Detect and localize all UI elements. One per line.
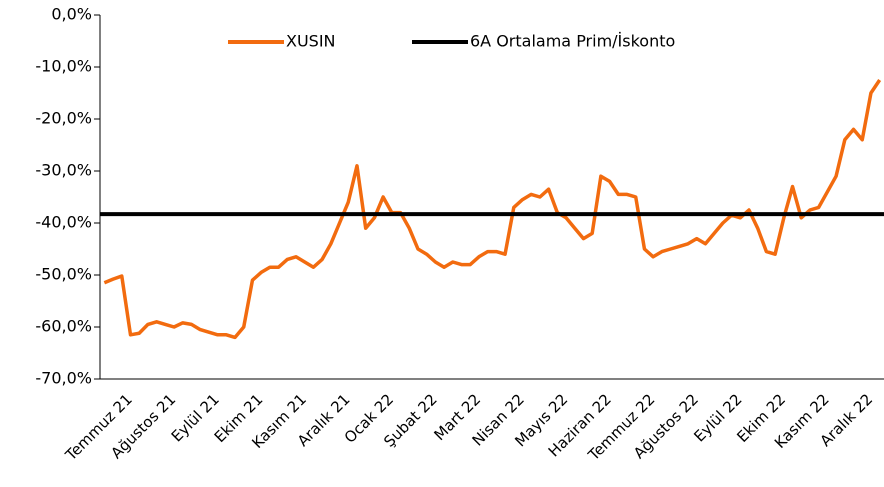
legend-label: 6A Ortalama Prim/İskonto xyxy=(470,32,675,51)
y-tick-label: -70,0% xyxy=(35,369,92,388)
y-tick-label: -50,0% xyxy=(35,265,92,284)
data-line xyxy=(103,79,882,340)
y-tick-label: 0,0% xyxy=(51,5,92,24)
y-tick-label: -20,0% xyxy=(35,109,92,128)
y-tick-label: -30,0% xyxy=(35,161,92,180)
y-tick-label: -60,0% xyxy=(35,317,92,336)
legend-label: XUSIN xyxy=(286,32,336,51)
y-tick-label: -10,0% xyxy=(35,57,92,76)
y-tick-label: -40,0% xyxy=(35,213,92,232)
